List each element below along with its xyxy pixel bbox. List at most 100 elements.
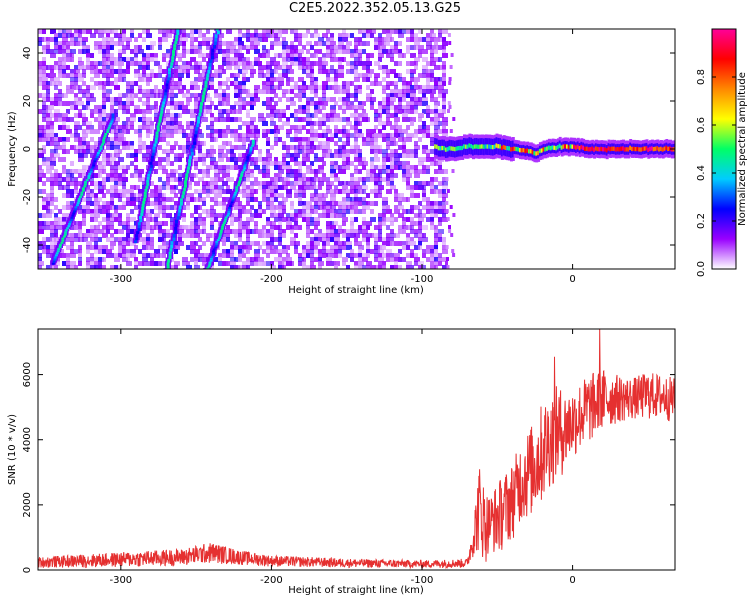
heatmap-cell <box>302 245 306 250</box>
heatmap-cell <box>406 169 410 174</box>
heatmap-cell <box>142 181 146 186</box>
heatmap-cell <box>102 257 106 262</box>
heatmap-cell <box>70 233 74 238</box>
heatmap-cell <box>226 65 232 70</box>
heatmap-cell <box>402 109 406 114</box>
heatmap-cell <box>362 137 366 142</box>
heatmap-cell <box>330 37 334 42</box>
heatmap-cell <box>62 113 68 118</box>
heatmap-cell <box>274 101 278 106</box>
heatmap-cell <box>102 217 106 222</box>
heatmap-cell <box>314 169 320 174</box>
heatmap-cell <box>114 41 120 46</box>
heatmap-cell <box>146 53 150 58</box>
heatmap-cell <box>310 149 314 154</box>
heatmap-cell <box>258 117 262 122</box>
heatmap-cell <box>214 217 218 222</box>
heatmap-cell <box>422 265 426 269</box>
heatmap-cell <box>278 205 282 210</box>
streak-cell <box>137 223 141 229</box>
heatmap-cell <box>246 165 250 170</box>
heatmap-cell <box>50 265 54 269</box>
heatmap-cell <box>174 117 178 122</box>
heatmap-cell <box>82 113 86 118</box>
carrier-core <box>531 150 535 155</box>
heatmap-cell <box>230 117 234 122</box>
heatmap-cell <box>122 141 128 146</box>
heatmap-cell <box>206 153 212 158</box>
heatmap-cell <box>110 169 114 174</box>
heatmap-cell <box>342 209 346 214</box>
heatmap-cell <box>222 153 228 158</box>
heatmap-cell <box>386 37 392 42</box>
heatmap-cell <box>334 201 338 206</box>
heatmap-cell <box>306 249 310 254</box>
heatmap-cell <box>214 133 218 138</box>
heatmap-cell <box>370 161 374 166</box>
heatmap-cell <box>278 185 284 190</box>
heatmap-cell <box>114 81 118 86</box>
heatmap-cell <box>122 249 126 254</box>
heatmap-cell <box>226 261 230 266</box>
heatmap-cell <box>46 109 52 114</box>
heatmap-cell <box>222 41 226 46</box>
heatmap-cell <box>258 157 264 162</box>
heatmap-cell <box>370 69 374 74</box>
carrier-core <box>526 148 530 153</box>
heatmap-cell <box>282 53 286 58</box>
heatmap-cell <box>374 173 380 178</box>
heatmap-cell <box>178 105 182 110</box>
heatmap-cell <box>366 61 372 66</box>
heatmap-cell <box>46 221 50 226</box>
heatmap-cell <box>430 121 434 126</box>
heatmap-cell <box>186 141 190 146</box>
heatmap-cell <box>94 205 98 210</box>
heatmap-cell <box>226 189 232 194</box>
heatmap-cell <box>58 137 62 142</box>
heatmap-cell <box>350 49 356 54</box>
heatmap-cell <box>42 45 46 50</box>
heatmap-cell <box>222 145 226 150</box>
heatmap-cell <box>242 121 246 126</box>
heatmap-cell <box>118 197 122 202</box>
heatmap-cell <box>358 229 362 234</box>
heatmap-cell <box>254 249 260 254</box>
heatmap-cell <box>102 125 106 130</box>
heatmap-cell <box>246 121 250 126</box>
heatmap-cell <box>270 57 276 62</box>
heatmap-cell <box>50 137 56 142</box>
heatmap-cell <box>330 189 336 194</box>
heatmap-cell <box>182 109 186 114</box>
heatmap-cell <box>194 109 198 114</box>
heatmap-cell <box>386 113 390 118</box>
heatmap-cell <box>238 137 242 142</box>
heatmap-cell <box>442 189 446 194</box>
heatmap-cell <box>230 41 234 46</box>
heatmap-cell <box>254 57 260 62</box>
heatmap-cell <box>146 201 150 206</box>
heatmap-cell <box>378 237 382 242</box>
heatmap-cell <box>298 181 304 186</box>
heatmap-cell <box>438 169 444 174</box>
heatmap-cell <box>298 173 302 178</box>
heatmap-cell <box>130 217 136 222</box>
heatmap-cell <box>182 149 188 154</box>
heatmap-cell <box>42 197 48 202</box>
heatmap-cell <box>90 209 96 214</box>
heatmap-cell <box>382 153 388 158</box>
heatmap-cell <box>362 225 366 230</box>
heatmap-cell <box>338 97 344 102</box>
heatmap-cell <box>274 125 278 130</box>
heatmap-cell <box>46 125 50 130</box>
streak-cell <box>200 100 203 106</box>
heatmap-cell <box>330 85 334 90</box>
heatmap-cell <box>42 145 46 150</box>
heatmap-cell <box>114 189 118 194</box>
heatmap-cell <box>430 261 434 266</box>
heatmap-cell <box>350 81 354 86</box>
heatmap-cell <box>114 101 120 106</box>
heatmap-cell <box>90 145 96 150</box>
heatmap-cell <box>266 193 270 198</box>
heatmap-cell <box>118 217 122 222</box>
heatmap-cell <box>126 193 130 198</box>
